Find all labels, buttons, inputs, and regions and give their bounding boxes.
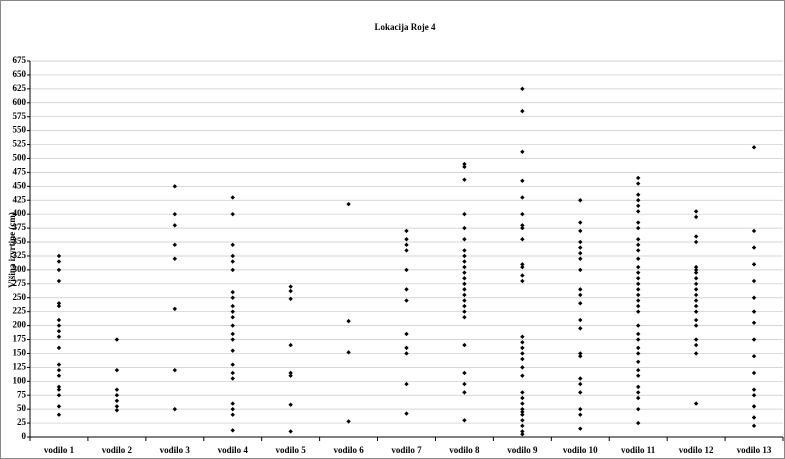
x-tick-label: vodilo 8 xyxy=(449,445,480,455)
x-tick-label: vodilo 1 xyxy=(44,445,75,455)
y-tick-label: 125 xyxy=(13,361,27,371)
y-tick-label: 350 xyxy=(13,236,27,246)
x-tick-label: vodilo 5 xyxy=(276,445,307,455)
y-tick-label: 275 xyxy=(13,278,27,288)
x-tick-label: vodilo 10 xyxy=(563,445,598,455)
x-tick-label: vodilo 12 xyxy=(679,445,714,455)
x-tick-label: vodilo 3 xyxy=(160,445,191,455)
y-tick-label: 25 xyxy=(17,417,27,427)
y-tick-label: 600 xyxy=(13,97,27,107)
x-tick-label: vodilo 9 xyxy=(507,445,538,455)
x-tick-label: vodilo 13 xyxy=(737,445,772,455)
y-tick-label: 450 xyxy=(13,180,27,190)
y-tick-label: 675 xyxy=(13,55,27,65)
y-tick-label: 375 xyxy=(13,222,27,232)
chart-title: Lokacija Roje 4 xyxy=(375,22,436,32)
y-tick-label: 575 xyxy=(13,111,27,121)
y-tick-label: 50 xyxy=(17,403,27,413)
x-tick-label: vodilo 2 xyxy=(102,445,133,455)
y-tick-label: 175 xyxy=(13,334,27,344)
y-tick-label: 625 xyxy=(13,83,27,93)
y-tick-label: 475 xyxy=(13,166,27,176)
y-tick-label: 325 xyxy=(13,250,27,260)
y-tick-label: 300 xyxy=(13,264,27,274)
y-tick-label: 250 xyxy=(13,292,27,302)
chart: Lokacija Roje 4 Višina izvrtine (cm) 025… xyxy=(0,0,785,459)
y-tick-label: 0 xyxy=(22,431,27,441)
y-tick-label: 500 xyxy=(13,153,27,163)
y-tick-label: 150 xyxy=(13,348,27,358)
x-tick-label: vodilo 11 xyxy=(621,445,656,455)
y-tick-label: 550 xyxy=(13,125,27,135)
x-tick-label: vodilo 4 xyxy=(218,445,249,455)
y-tick-label: 525 xyxy=(13,139,27,149)
y-tick-label: 225 xyxy=(13,306,27,316)
x-tick-label: vodilo 7 xyxy=(391,445,422,455)
y-tick-label: 650 xyxy=(13,69,27,79)
y-tick-label: 100 xyxy=(13,375,27,385)
y-tick-label: 425 xyxy=(13,194,27,204)
y-tick-label: 75 xyxy=(17,389,27,399)
y-tick-label: 200 xyxy=(13,320,27,330)
y-tick-label: 400 xyxy=(13,208,27,218)
x-tick-label: vodilo 6 xyxy=(333,445,364,455)
